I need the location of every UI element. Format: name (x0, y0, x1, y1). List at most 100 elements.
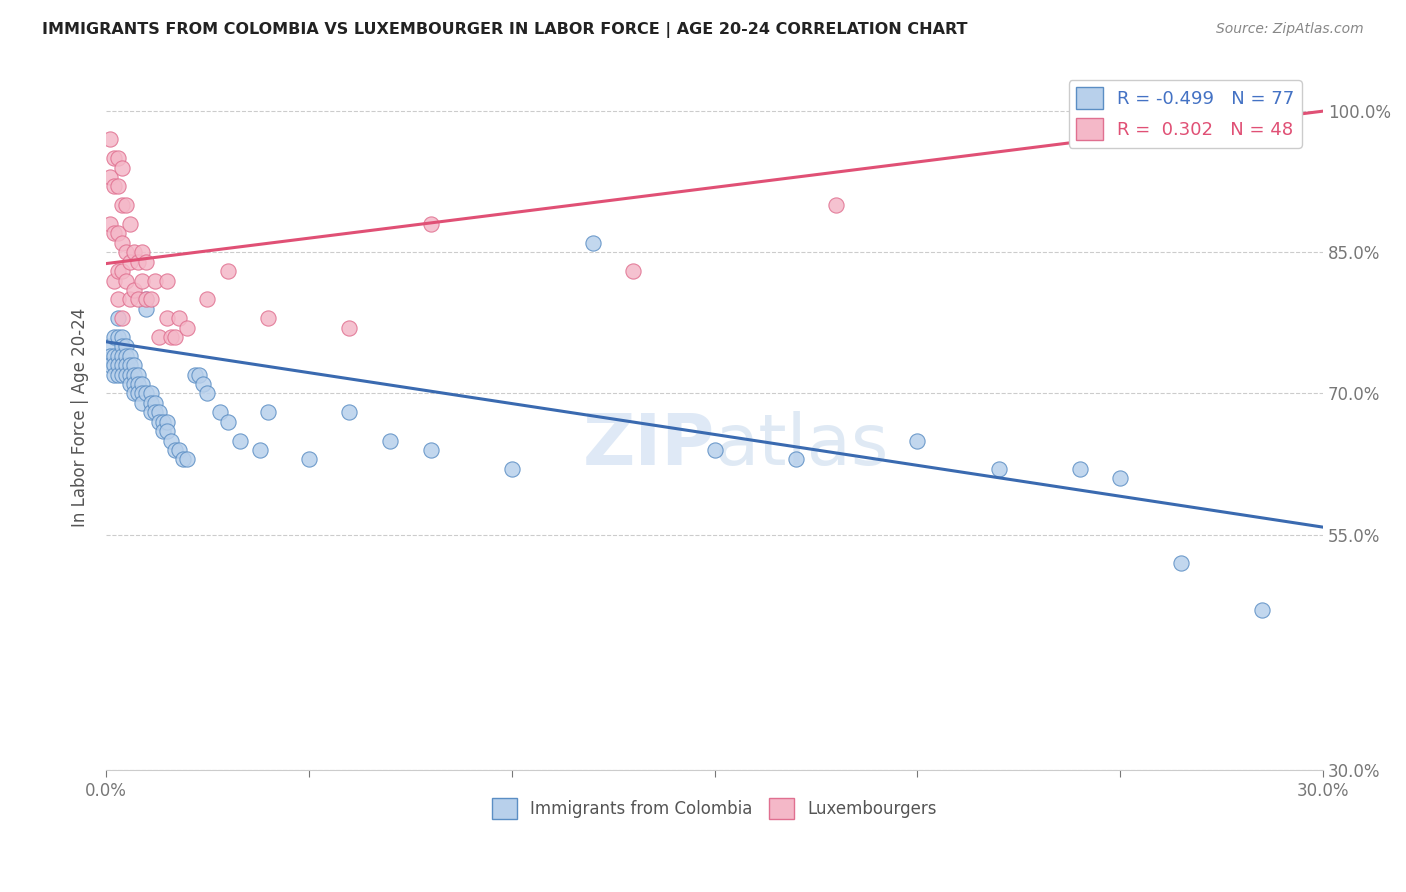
Point (111, 339, 134, 353)
Point (107, 264, 129, 278)
Point (987, 462, 1010, 476)
Point (148, 330, 170, 344)
Point (131, 274, 153, 288)
Point (419, 442, 441, 457)
Point (1251, 603, 1274, 617)
Point (257, 311, 280, 326)
Point (148, 415, 170, 429)
Point (152, 415, 174, 429)
Point (127, 293, 149, 307)
Point (257, 405, 280, 419)
Point (107, 179, 129, 194)
Point (176, 452, 198, 467)
Point (217, 264, 239, 278)
Point (195, 293, 218, 307)
Point (139, 396, 162, 410)
Point (111, 198, 134, 212)
Point (103, 358, 125, 372)
Point (120, 368, 142, 382)
Point (785, 452, 807, 467)
Point (115, 358, 138, 372)
Point (103, 227, 125, 241)
Point (127, 254, 149, 268)
Point (111, 264, 134, 278)
Point (176, 320, 198, 334)
Point (156, 311, 179, 326)
Point (107, 311, 129, 326)
Point (107, 349, 129, 363)
Y-axis label: In Labor Force | Age 20-24: In Labor Force | Age 20-24 (72, 308, 89, 526)
Point (156, 415, 179, 429)
Point (115, 198, 138, 212)
Point (501, 462, 523, 476)
Point (298, 452, 321, 467)
Point (120, 377, 142, 392)
Point (124, 283, 146, 297)
Point (825, 198, 848, 212)
Point (582, 235, 605, 250)
Point (208, 405, 231, 419)
Point (115, 245, 138, 260)
Point (124, 386, 146, 401)
Point (103, 274, 125, 288)
Point (249, 442, 271, 457)
Point (1170, 556, 1192, 570)
Point (621, 264, 644, 278)
Point (115, 349, 138, 363)
Point (111, 368, 134, 382)
Point (103, 330, 125, 344)
Point (184, 368, 207, 382)
Point (195, 386, 218, 401)
Point (337, 320, 360, 334)
Point (120, 217, 142, 231)
Text: ZIP: ZIP (582, 411, 714, 480)
Point (115, 368, 138, 382)
Point (1069, 462, 1091, 476)
Point (98, 132, 121, 146)
Point (159, 330, 181, 344)
Point (111, 161, 134, 175)
Point (152, 424, 174, 438)
Point (98, 169, 121, 184)
Point (115, 339, 138, 353)
Point (120, 293, 142, 307)
Point (131, 386, 153, 401)
Point (131, 245, 153, 260)
Point (103, 151, 125, 165)
Point (378, 434, 401, 448)
Point (1109, 471, 1132, 485)
Point (167, 311, 190, 326)
Point (703, 442, 725, 457)
Point (127, 377, 149, 392)
Point (167, 442, 190, 457)
Point (120, 254, 142, 268)
Point (139, 405, 162, 419)
Point (107, 330, 129, 344)
Point (124, 358, 146, 372)
Point (217, 415, 239, 429)
Point (135, 293, 157, 307)
Point (103, 368, 125, 382)
Point (156, 274, 179, 288)
Point (156, 424, 179, 438)
Point (107, 151, 129, 165)
Point (124, 368, 146, 382)
Point (905, 434, 928, 448)
Point (111, 235, 134, 250)
Point (163, 442, 186, 457)
Point (143, 396, 166, 410)
Point (107, 368, 129, 382)
Point (111, 358, 134, 372)
Point (172, 452, 194, 467)
Point (120, 358, 142, 372)
Point (229, 434, 252, 448)
Point (1251, 104, 1274, 119)
Point (159, 434, 181, 448)
Point (143, 274, 166, 288)
Point (139, 293, 162, 307)
Point (103, 349, 125, 363)
Point (337, 405, 360, 419)
Point (111, 311, 134, 326)
Point (131, 377, 153, 392)
Text: Source: ZipAtlas.com: Source: ZipAtlas.com (1216, 22, 1364, 37)
